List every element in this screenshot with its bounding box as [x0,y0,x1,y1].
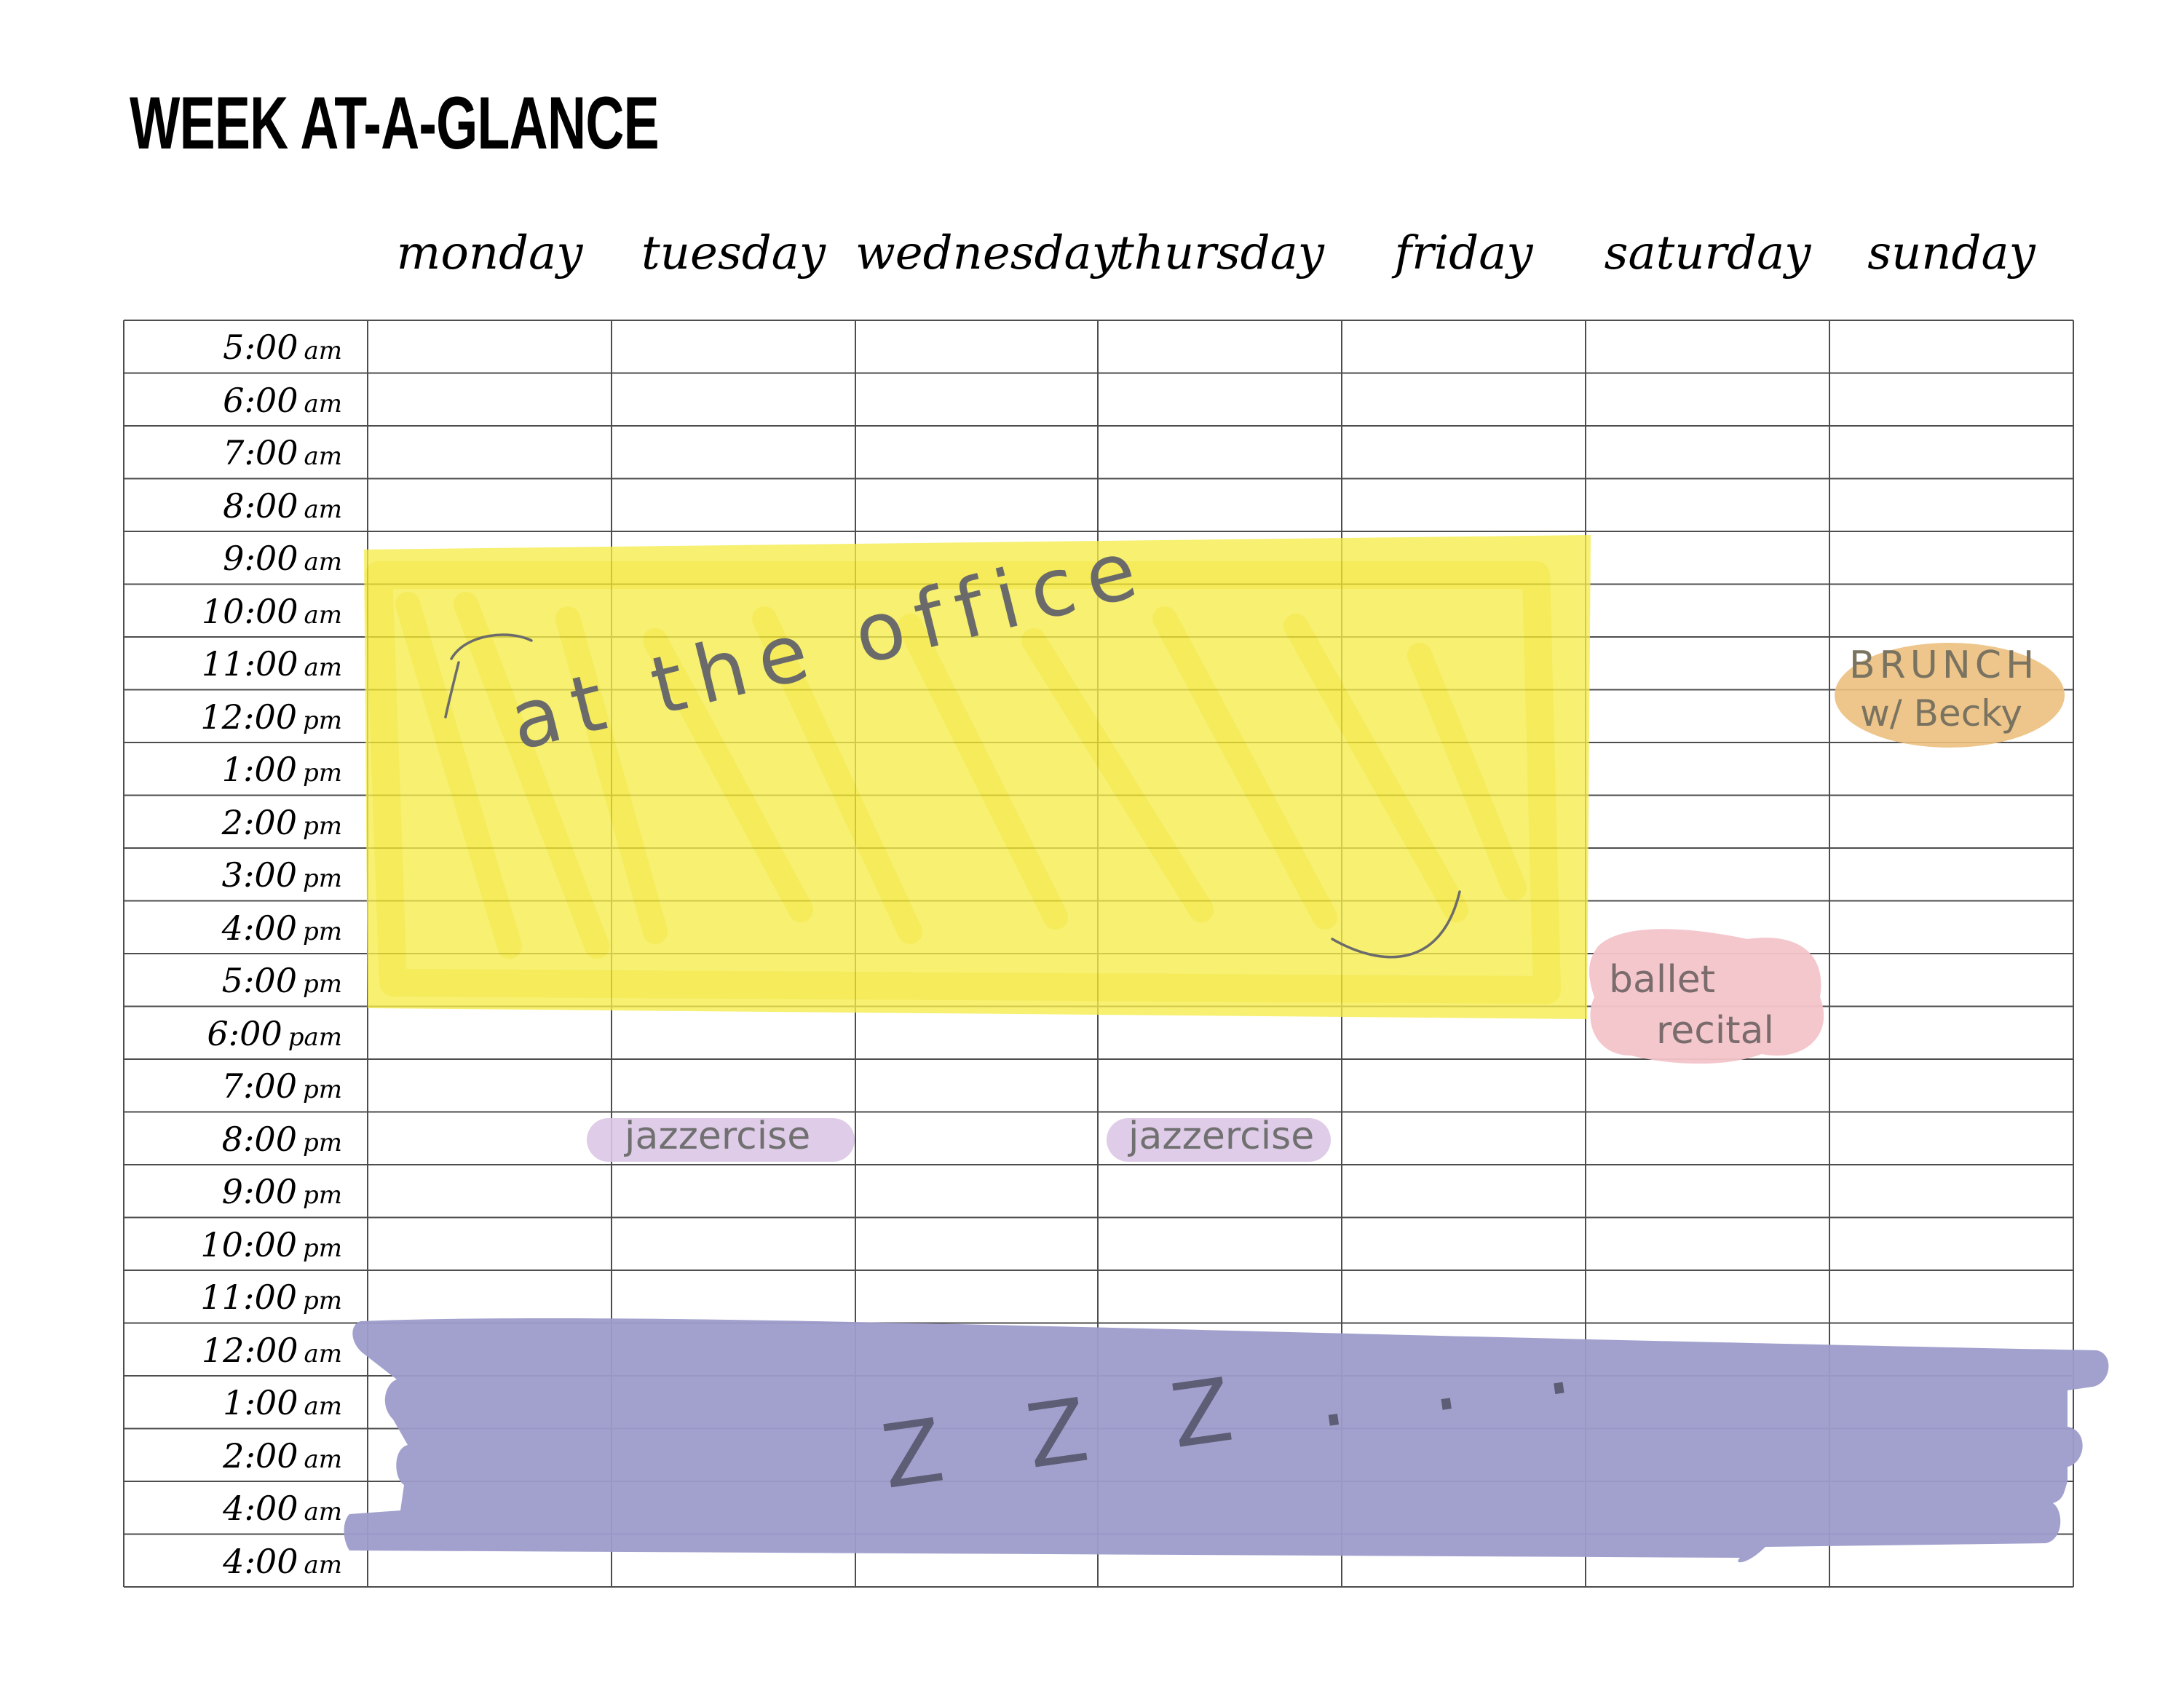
time-value: 3:00 [221,855,297,895]
time-label: 5:00 am [124,330,342,364]
day-header-monday: monday [396,226,583,280]
time-ampm: pm [302,1075,342,1104]
time-value: 2:00 [223,1435,298,1476]
time-ampm: am [304,1497,342,1526]
sleep-highlight[interactable] [344,1318,2109,1563]
time-label: 1:00 pm [124,753,342,786]
time-label: 7:00 pm [124,1069,342,1103]
time-ampm: pm [302,864,342,893]
time-value: 1:00 [223,1383,298,1422]
jazzercise-tuesday-label: jazzercise [625,1114,811,1158]
time-value: 2:00 [221,802,297,842]
time-ampm: am [304,1339,342,1369]
time-value: 8:00 [223,486,298,526]
time-ampm: am [304,1392,342,1421]
brunch-highlight[interactable] [1835,643,2065,748]
time-ampm: am [304,653,342,682]
time-value: 7:00 [221,1066,297,1106]
day-header-wednesday: wednesday [855,226,1118,280]
time-ampm: am [304,389,342,419]
time-ampm: am [304,442,342,471]
day-header-saturday: saturday [1604,226,1811,280]
time-label: 6:00 pam [124,1017,342,1050]
time-value: 5:00 [221,961,297,1000]
time-value: 8:00 [221,1119,297,1159]
time-label: 2:00 pm [124,806,342,839]
time-ampm: pm [302,970,342,999]
time-label: 10:00 am [124,595,342,628]
time-value: 6:00 [207,1013,282,1053]
time-ampm: am [304,600,342,630]
page-title: WEEK AT-A-GLANCE [130,82,660,165]
time-ampm: pm [302,811,342,841]
time-value: 11:00 [200,1278,297,1317]
time-ampm: am [304,1550,342,1580]
time-label: 4:00 pm [124,911,342,945]
time-label: 4:00 am [124,1545,342,1578]
time-label: 12:00 am [124,1334,342,1367]
time-label: 2:00 am [124,1439,342,1473]
time-value: 4:00 [221,908,297,948]
time-label: 5:00 pm [124,964,342,997]
time-label: 6:00 am [124,384,342,417]
time-label: 9:00 am [124,542,342,575]
day-header-thursday: thursday [1115,226,1324,280]
office-highlight[interactable] [364,535,1591,1019]
time-ampm: pm [302,1286,342,1315]
brunch-label-line1: BRUNCH [1849,643,2039,687]
ballet-label-line2: recital [1656,1009,1774,1053]
time-value: 9:00 [223,539,298,578]
time-label: 11:00 am [124,647,342,681]
ballet-label-line1: ballet [1609,958,1716,1002]
time-value: 9:00 [221,1172,297,1211]
time-ampm: am [304,494,342,524]
time-value: 10:00 [200,1224,297,1264]
time-label: 11:00 pm [124,1280,342,1314]
time-label: 3:00 pm [124,858,342,892]
time-ampm: pm [302,759,342,788]
time-ampm: pam [288,1022,342,1052]
time-value: 1:00 [221,750,297,789]
time-ampm: am [304,547,342,577]
time-ampm: pm [302,1181,342,1210]
time-label: 12:00 pm [124,700,342,734]
time-ampm: pm [302,1233,342,1263]
time-label: 8:00 pm [124,1122,342,1156]
time-ampm: am [304,336,342,365]
time-ampm: pm [302,1128,342,1157]
jazzercise-tuesday-highlight[interactable] [587,1118,855,1162]
time-ampm: pm [302,705,342,735]
time-value: 4:00 [223,1541,298,1581]
time-ampm: pm [302,916,342,946]
time-value: 10:00 [201,591,298,631]
time-label: 10:00 pm [124,1228,342,1262]
time-label: 9:00 pm [124,1175,342,1208]
day-header-sunday: sunday [1867,226,2035,280]
time-label: 1:00 am [124,1386,342,1419]
time-label: 4:00 am [124,1492,342,1525]
ballet-highlight[interactable] [1589,929,1824,1064]
time-label: 8:00 am [124,489,342,523]
time-value: 5:00 [223,328,298,367]
time-value: 12:00 [200,697,297,737]
time-label: 7:00 am [124,436,342,470]
time-value: 12:00 [201,1330,298,1370]
brunch-label-line2: w/ Becky [1860,692,2022,734]
time-ampm: am [304,1444,342,1474]
jazzercise-thursday-label: jazzercise [1128,1114,1315,1158]
day-header-tuesday: tuesday [641,226,826,280]
time-value: 4:00 [223,1489,298,1528]
day-header-friday: friday [1394,226,1533,280]
time-value: 11:00 [201,644,298,684]
office-text [444,633,1461,959]
time-value: 7:00 [223,433,298,472]
time-value: 6:00 [223,380,298,420]
jazzercise-thursday-highlight[interactable] [1107,1118,1331,1162]
